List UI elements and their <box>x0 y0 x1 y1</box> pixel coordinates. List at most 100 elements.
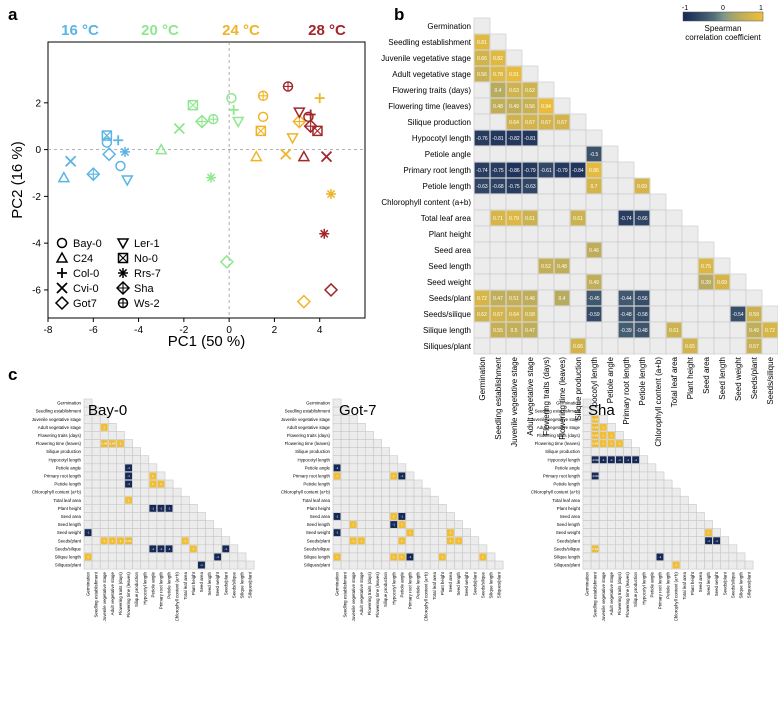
heatmap-grid-cell <box>389 463 399 473</box>
heatmap-grid-cell <box>663 528 673 537</box>
row-label-hypocotyl-length: Hypocotyl length <box>412 134 471 143</box>
heatmap-grid-cell <box>156 495 166 505</box>
heatmap-grid-cell <box>437 503 447 513</box>
heatmap-value-cell <box>108 537 116 545</box>
heatmap-grid-cell <box>696 560 705 570</box>
heatmap-value-cell <box>591 472 599 480</box>
heatmap-value-label: -1 <box>401 515 404 519</box>
heatmap-value-cell <box>149 545 157 553</box>
heatmap-grid-cell <box>99 503 109 513</box>
row-label-adult-vegetative-stage: Adult vegetative stage <box>537 425 581 430</box>
row-label-petiole-length: Petiole length <box>553 482 580 487</box>
heatmap-grid-cell <box>340 520 350 529</box>
scatter-point-triangle-down <box>293 107 306 119</box>
heatmap-value-label: -0.63 <box>524 184 536 190</box>
heatmap-value-label: -1 <box>659 555 662 559</box>
heatmap-grid-cell <box>582 455 592 465</box>
heatmap-grid-cell <box>462 544 472 554</box>
heatmap-value-cell <box>490 162 506 178</box>
heatmap-grid-cell <box>124 447 133 457</box>
row-label-seedling-establishment: Seedling establishment <box>36 409 82 414</box>
heatmap-grid-cell <box>437 512 447 521</box>
heatmap-grid-cell <box>356 495 366 505</box>
heatmap-value-label: 0.49 <box>749 328 759 334</box>
heatmap-grid-cell <box>116 471 125 481</box>
heatmap-value-label: 0.72 <box>477 296 487 302</box>
legend-label-got7: Got7 <box>73 298 97 310</box>
heatmap-grid-cell <box>365 552 374 562</box>
heatmap-grid-cell <box>381 536 391 546</box>
heatmap-value-label: 1 <box>352 523 354 527</box>
heatmap-grid-cell <box>332 520 342 529</box>
heatmap-grid-cell <box>663 552 673 562</box>
heatmap-grid-cell <box>736 560 746 570</box>
heatmap-grid-cell <box>373 503 382 513</box>
heatmap-value-label: 0.94 <box>592 425 598 429</box>
x-tick-label: -6 <box>89 325 98 336</box>
heatmap-grid-cell <box>164 536 174 546</box>
heatmap-value-label: 0.67 <box>493 312 503 318</box>
heatmap-value-cell <box>624 456 631 464</box>
heatmap-value-label: 0.63 <box>509 88 519 94</box>
heatmap-value-cell <box>474 50 490 66</box>
heatmap-grid-cell <box>373 455 382 465</box>
heatmap-grid-cell <box>132 512 142 521</box>
heatmap-value-label: 0.66 <box>477 56 487 62</box>
heatmap-grid-cell <box>704 560 713 570</box>
heatmap-value-cell <box>714 274 730 290</box>
column-label-siliques-plant: Siliques/plant <box>248 571 253 598</box>
heatmap-grid-cell <box>189 503 198 513</box>
y-tick-label: -4 <box>32 239 41 250</box>
heatmap-grid-cell <box>389 479 399 489</box>
heatmap-grid-cell <box>365 536 374 546</box>
heatmap-grid-cell <box>421 487 431 497</box>
heatmap-grid-cell <box>116 479 125 489</box>
heatmap-grid-cell <box>156 487 166 497</box>
row-label-petiole-length: Petiole length <box>423 182 471 191</box>
heatmap-value-label: 0.66 <box>573 344 583 350</box>
heatmap-grid-cell <box>615 512 624 521</box>
heatmap-value-cell <box>333 529 341 537</box>
heatmap-grid-cell <box>454 520 463 529</box>
heatmap-grid-cell <box>348 487 358 497</box>
heatmap-grid-cell <box>421 495 431 505</box>
heatmap-value-label: 1 <box>401 539 403 543</box>
heatmap-grid-cell <box>205 520 214 529</box>
heatmap-grid-cell <box>631 447 640 457</box>
row-label-juvenile-vegetative-stage: Juvenile vegetative stage <box>32 417 82 422</box>
heatmap-grid-cell <box>712 552 721 562</box>
heatmap-value-label: 0.86 <box>589 168 599 174</box>
heatmap-grid-cell <box>486 560 496 570</box>
heatmap-value-label: 1 <box>442 555 444 559</box>
heatmap-grid-cell <box>429 544 439 554</box>
scatter-point-diamond <box>296 294 311 309</box>
scatter-point-square-x <box>187 99 199 111</box>
heatmap-grid-cell <box>340 447 350 457</box>
heatmap-grid-cell <box>332 544 342 554</box>
heatmap-grid-cell <box>99 528 109 537</box>
heatmap-grid-cell <box>99 479 109 489</box>
heatmap-value-label: 0.94 <box>592 434 598 438</box>
heatmap-grid-cell <box>606 503 616 513</box>
heatmap-value-cell <box>490 290 506 306</box>
heatmap-grid-cell <box>413 560 423 570</box>
heatmap-grid-cell <box>598 544 608 554</box>
scatter-point-cross <box>280 148 292 160</box>
heatmap-value-label: 0.4 <box>559 296 566 302</box>
heatmap-grid-cell <box>348 455 358 465</box>
row-label-total-leaf-area: Total leaf area <box>552 498 580 503</box>
heatmap-grid-cell <box>91 503 101 513</box>
heatmap-grid-cell <box>132 471 142 481</box>
heatmap-value-cell <box>455 537 462 545</box>
heatmap-grid-cell <box>598 471 608 481</box>
legend-label-bay-0: Bay-0 <box>73 238 102 250</box>
heatmap-grid-cell <box>348 439 358 448</box>
heatmap-value-cell <box>198 561 205 569</box>
heatmap-value-label: 1 <box>458 539 460 543</box>
temperature-label-2: 20 °C <box>141 22 179 39</box>
heatmap-grid-cell <box>470 560 480 570</box>
heatmap-grid-cell <box>647 487 657 497</box>
heatmap-value-cell <box>506 178 522 194</box>
column-label-seeds-silique: Seeds/silique <box>231 572 236 599</box>
heatmap-grid-cell <box>631 560 640 570</box>
